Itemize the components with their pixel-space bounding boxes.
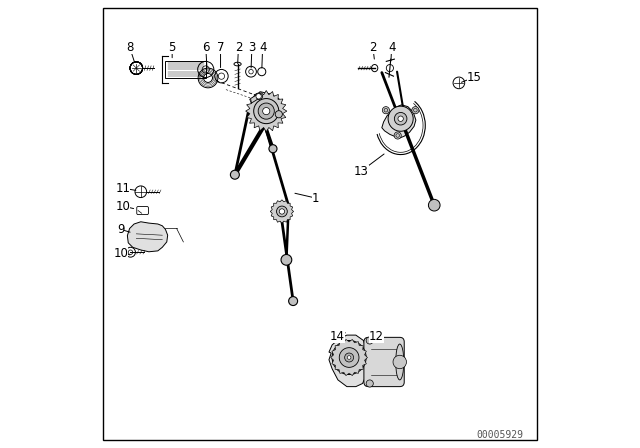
- Text: 13: 13: [354, 164, 369, 178]
- Circle shape: [412, 107, 419, 114]
- Ellipse shape: [396, 344, 404, 380]
- Polygon shape: [251, 92, 282, 121]
- Text: 8: 8: [126, 40, 133, 54]
- Circle shape: [394, 112, 407, 125]
- Circle shape: [289, 297, 298, 306]
- Circle shape: [279, 209, 285, 214]
- Circle shape: [269, 145, 277, 153]
- Circle shape: [262, 108, 270, 115]
- Text: 12: 12: [369, 330, 383, 344]
- Bar: [165, 61, 206, 78]
- Circle shape: [366, 380, 373, 387]
- Text: 4: 4: [388, 40, 396, 54]
- Polygon shape: [270, 200, 294, 223]
- Polygon shape: [331, 340, 367, 375]
- Circle shape: [348, 356, 351, 359]
- Polygon shape: [329, 335, 367, 387]
- Text: 11: 11: [115, 181, 131, 195]
- Circle shape: [276, 206, 287, 217]
- Text: 10: 10: [115, 199, 131, 213]
- Circle shape: [428, 199, 440, 211]
- Circle shape: [256, 94, 261, 99]
- Text: 9: 9: [117, 223, 124, 236]
- Circle shape: [332, 340, 366, 375]
- Polygon shape: [251, 95, 257, 103]
- Circle shape: [258, 103, 275, 119]
- Text: 14: 14: [330, 330, 344, 344]
- Polygon shape: [127, 222, 168, 252]
- Circle shape: [398, 116, 403, 121]
- Text: 1: 1: [312, 191, 319, 205]
- Circle shape: [339, 348, 359, 367]
- Text: 15: 15: [467, 70, 482, 84]
- Text: 5: 5: [168, 40, 176, 54]
- Text: 3: 3: [248, 40, 255, 54]
- Circle shape: [275, 111, 282, 118]
- Text: 7: 7: [217, 40, 224, 54]
- Text: 00005929: 00005929: [477, 430, 524, 439]
- Text: 2: 2: [369, 40, 376, 54]
- Circle shape: [394, 132, 401, 139]
- Circle shape: [230, 170, 239, 179]
- Circle shape: [366, 337, 373, 344]
- Polygon shape: [382, 105, 416, 138]
- Circle shape: [281, 254, 292, 265]
- Ellipse shape: [255, 93, 262, 99]
- Circle shape: [253, 99, 279, 124]
- Text: 4: 4: [259, 40, 266, 54]
- Circle shape: [382, 107, 390, 114]
- FancyBboxPatch shape: [364, 337, 404, 387]
- Circle shape: [393, 355, 406, 369]
- Circle shape: [344, 353, 354, 362]
- Circle shape: [388, 106, 413, 131]
- Text: 6: 6: [202, 40, 209, 54]
- Polygon shape: [246, 90, 287, 132]
- Text: 10: 10: [113, 246, 128, 260]
- Text: 2: 2: [235, 40, 242, 54]
